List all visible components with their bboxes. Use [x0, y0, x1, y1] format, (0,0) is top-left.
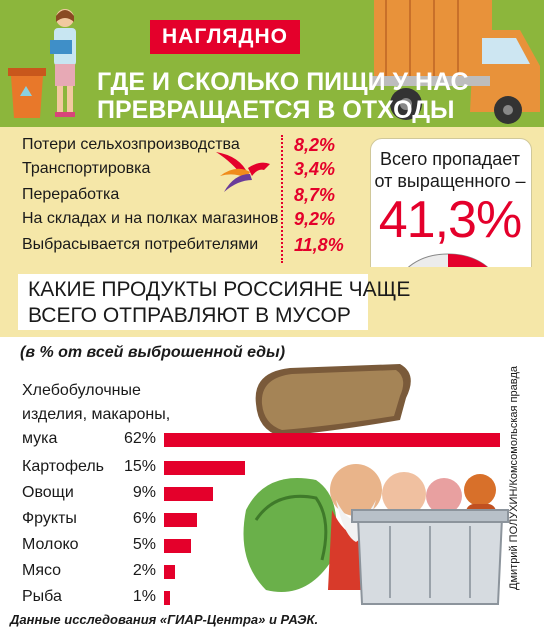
- badge-naglyadno: НАГЛЯДНО: [150, 20, 300, 54]
- page-title-line1: ГДЕ И СКОЛЬКО ПИЩИ У НАС: [97, 68, 469, 96]
- loss-value: 3,4%: [294, 159, 336, 179]
- total-caption-line2: от выращенного –: [374, 171, 526, 191]
- dotted-divider: [281, 135, 283, 263]
- loss-label: Переработка: [22, 186, 120, 203]
- bar: [164, 565, 175, 579]
- section2-title-line2: ВСЕГО ОТПРАВЛЯЮТ В МУСОР: [28, 304, 351, 327]
- bar-value-label: 1%: [132, 588, 156, 605]
- bar-value-label: 2%: [132, 562, 156, 579]
- bar-category-label: Хлебобулочные: [22, 382, 141, 399]
- bar-category-label: Фрукты: [22, 510, 77, 527]
- dumpster-icon: [351, 509, 509, 605]
- bar-category-label: Картофель: [22, 458, 105, 475]
- loss-value: 9,2%: [294, 209, 336, 229]
- garbage-truck-icon: [370, 0, 540, 124]
- bar-category-label: Мясо: [22, 562, 62, 579]
- bar: [164, 591, 170, 605]
- chart-note: (в % от всей выброшенной еды): [20, 344, 286, 361]
- loss-label: На складах и на полках магазинов: [22, 210, 279, 227]
- total-value: 41,3%: [378, 191, 522, 249]
- total-caption: Всего пропадает от выращенного –: [370, 148, 530, 192]
- bird-logo-icon: [216, 152, 270, 192]
- section2-title-box: [18, 274, 368, 330]
- loss-label: Потери сельхозпроизводства: [22, 136, 240, 153]
- bar-category-label: Рыба: [22, 588, 62, 605]
- bar-category-label: изделия, макароны,: [22, 406, 171, 423]
- photo-credit: Дмитрий ПОЛУХИН/Комсомольская правда: [508, 366, 520, 590]
- bar-value-label: 62%: [123, 430, 156, 447]
- bar: [164, 433, 500, 447]
- loss-label: Транспортировка: [22, 160, 151, 177]
- bar-value-label: 5%: [132, 536, 156, 553]
- loss-value: 8,2%: [294, 135, 336, 155]
- trash-bin-icon: [8, 68, 46, 118]
- loss-row: Потери сельхозпроизводства 8,2%: [22, 135, 352, 160]
- bar-category-label: мука: [22, 430, 58, 447]
- loss-label: Выбрасывается потребителями: [22, 236, 259, 253]
- loss-value: 8,7%: [294, 185, 336, 205]
- loss-row: Выбрасывается потребителями 11,8%: [22, 235, 352, 260]
- page-title-line2: ПРЕВРАЩАЕТСЯ В ОТХОДЫ: [97, 96, 455, 124]
- footer: [0, 608, 544, 640]
- loss-row: На складах и на полках магазинов 9,2%: [22, 209, 352, 234]
- bar-category-label: Молоко: [22, 536, 79, 553]
- loss-value: 11,8%: [294, 235, 344, 255]
- woman-with-bin-icon: [50, 9, 76, 117]
- bar: [164, 487, 213, 501]
- bar: [164, 539, 191, 553]
- bar-category-label: Овощи: [22, 484, 74, 501]
- loss-row: Переработка 8,7%: [22, 185, 352, 210]
- bar: [164, 513, 197, 527]
- total-caption-line1: Всего пропадает: [380, 149, 520, 169]
- bread-slice-icon: [255, 364, 411, 436]
- source-note: Данные исследования «ГИАР-Центра» и РАЭК…: [10, 612, 319, 627]
- section2-title-line1: КАКИЕ ПРОДУКТЫ РОССИЯНЕ ЧАЩЕ: [28, 278, 411, 301]
- bar-value-label: 15%: [123, 458, 156, 475]
- loss-row: Транспортировка 3,4%: [22, 159, 352, 184]
- bar: [164, 461, 245, 475]
- header-banner: НАГЛЯДНО ГДЕ И СКОЛЬКО ПИЩИ У НАС ПРЕВРА…: [0, 0, 544, 127]
- bar-value-label: 6%: [132, 510, 156, 527]
- bar-value-label: 9%: [132, 484, 156, 501]
